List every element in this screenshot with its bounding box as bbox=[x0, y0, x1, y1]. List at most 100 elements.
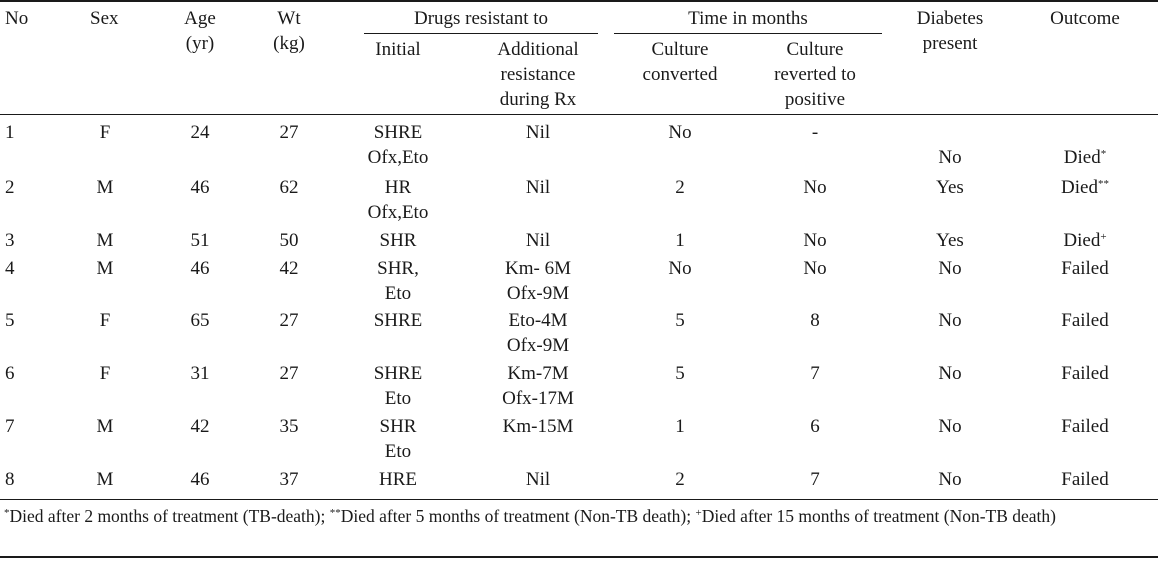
header-no: No bbox=[5, 8, 29, 29]
cell-diabetes: No bbox=[938, 363, 962, 384]
cell-diabetes: No bbox=[938, 310, 962, 331]
cell-additional: Km-7M bbox=[507, 363, 569, 384]
header-reverted-1: Culture bbox=[786, 39, 844, 60]
outcome-text: Failed bbox=[1061, 258, 1109, 279]
cell-outcome: Failed bbox=[1025, 361, 1145, 386]
cell-wt: 27 bbox=[279, 310, 299, 331]
cell-initial: Eto bbox=[384, 388, 412, 409]
footnote-mark-2: ** bbox=[329, 507, 341, 519]
table-bottom-rule bbox=[0, 499, 1158, 500]
cell-additional: Ofx-17M bbox=[502, 388, 574, 409]
outcome-text: Failed bbox=[1061, 416, 1109, 437]
cell-culture-reverted: No bbox=[803, 177, 827, 198]
footnote: *Died after 2 months of treatment (TB-de… bbox=[4, 504, 1156, 528]
header-time-group: Time in months bbox=[688, 8, 808, 29]
cell-culture-converted: 5 bbox=[675, 363, 685, 384]
cell-wt: 62 bbox=[279, 177, 299, 198]
cell-culture-reverted: 6 bbox=[810, 416, 820, 437]
header-rule bbox=[0, 114, 1158, 115]
cell-outcome: Died+ bbox=[1025, 228, 1145, 253]
cell-age: 31 bbox=[190, 363, 210, 384]
outcome-text: Failed bbox=[1061, 363, 1109, 384]
cell-sex: M bbox=[96, 230, 114, 251]
cell-outcome: Failed bbox=[1025, 414, 1145, 439]
cell-culture-converted: 1 bbox=[675, 230, 685, 251]
cell-initial: SHR bbox=[379, 230, 417, 251]
header-reverted-3: positive bbox=[784, 89, 846, 110]
cell-no: 1 bbox=[5, 122, 15, 143]
cell-additional: Eto-4M bbox=[508, 310, 568, 331]
top-rule bbox=[0, 0, 1158, 2]
cell-initial: SHR bbox=[379, 416, 417, 437]
header-diabetes-2: present bbox=[922, 33, 978, 54]
header-additional-3: during Rx bbox=[499, 89, 577, 110]
header-additional-2: resistance bbox=[500, 64, 576, 85]
cell-additional: Ofx-9M bbox=[506, 283, 570, 304]
cell-initial: SHRE bbox=[373, 310, 423, 331]
cell-additional: Km-15M bbox=[502, 416, 574, 437]
outcome-footnote-mark: * bbox=[1100, 148, 1107, 160]
cell-diabetes: No bbox=[938, 147, 962, 168]
cell-culture-converted: 1 bbox=[675, 416, 685, 437]
cell-no: 2 bbox=[5, 177, 15, 198]
cell-culture-converted: No bbox=[668, 258, 692, 279]
cell-outcome: Died** bbox=[1025, 175, 1145, 200]
cell-initial: SHRE bbox=[373, 122, 423, 143]
cell-additional: Ofx-9M bbox=[506, 335, 570, 356]
cell-no: 8 bbox=[5, 469, 15, 490]
header-converted-2: converted bbox=[642, 64, 718, 85]
cell-initial: HRE bbox=[379, 469, 417, 490]
cell-diabetes: Yes bbox=[936, 230, 964, 251]
cell-no: 5 bbox=[5, 310, 15, 331]
cell-sex: F bbox=[99, 122, 111, 143]
cell-wt: 27 bbox=[279, 122, 299, 143]
cell-initial: Ofx,Eto bbox=[367, 147, 429, 168]
footnote-text-3: Died after 15 months of treatment (Non-T… bbox=[701, 506, 1056, 526]
outcome-text: Died bbox=[1061, 177, 1098, 198]
header-additional-1: Additional bbox=[497, 39, 579, 60]
cell-initial: Eto bbox=[384, 441, 412, 462]
header-age-2: (yr) bbox=[185, 33, 215, 54]
outcome-text: Failed bbox=[1061, 310, 1109, 331]
header-wt-1: Wt bbox=[277, 8, 301, 29]
cell-wt: 50 bbox=[279, 230, 299, 251]
cell-additional: Nil bbox=[525, 177, 551, 198]
cell-culture-reverted: 8 bbox=[810, 310, 820, 331]
cell-diabetes: No bbox=[938, 258, 962, 279]
cell-additional: Km- 6M bbox=[505, 258, 571, 279]
cell-culture-reverted: 7 bbox=[810, 469, 820, 490]
cell-culture-converted: 2 bbox=[675, 469, 685, 490]
cell-age: 46 bbox=[190, 258, 210, 279]
cell-culture-converted: 2 bbox=[675, 177, 685, 198]
cell-sex: M bbox=[96, 469, 114, 490]
time-group-rule bbox=[614, 33, 882, 34]
cell-wt: 27 bbox=[279, 363, 299, 384]
cell-wt: 37 bbox=[279, 469, 299, 490]
cell-culture-reverted: No bbox=[803, 230, 827, 251]
header-converted-1: Culture bbox=[651, 39, 709, 60]
bottom-rule bbox=[0, 556, 1158, 558]
cell-no: 6 bbox=[5, 363, 15, 384]
cell-additional: Nil bbox=[525, 469, 551, 490]
cell-initial: SHR, bbox=[377, 258, 419, 279]
outcome-text: Died bbox=[1063, 230, 1101, 251]
cell-age: 24 bbox=[190, 122, 210, 143]
cell-culture-converted: No bbox=[668, 122, 692, 143]
cell-outcome: Failed bbox=[1025, 256, 1145, 281]
cell-diabetes: Yes bbox=[936, 177, 964, 198]
cell-sex: M bbox=[96, 258, 114, 279]
cell-diabetes: No bbox=[938, 416, 962, 437]
cell-diabetes: No bbox=[938, 469, 962, 490]
footnote-mark-3: + bbox=[695, 507, 702, 519]
header-drugs-group: Drugs resistant to bbox=[413, 8, 549, 29]
cell-outcome: Died* bbox=[1025, 145, 1145, 170]
cell-outcome: Failed bbox=[1025, 467, 1145, 492]
footnote-text-1: Died after 2 months of treatment (TB-dea… bbox=[9, 506, 330, 526]
cell-initial: Ofx,Eto bbox=[367, 202, 429, 223]
outcome-text: Failed bbox=[1061, 469, 1109, 490]
header-initial: Initial bbox=[375, 39, 421, 60]
cell-sex: M bbox=[96, 416, 114, 437]
cell-sex: F bbox=[99, 310, 111, 331]
cell-culture-reverted: 7 bbox=[810, 363, 820, 384]
drugs-group-rule bbox=[364, 33, 598, 34]
